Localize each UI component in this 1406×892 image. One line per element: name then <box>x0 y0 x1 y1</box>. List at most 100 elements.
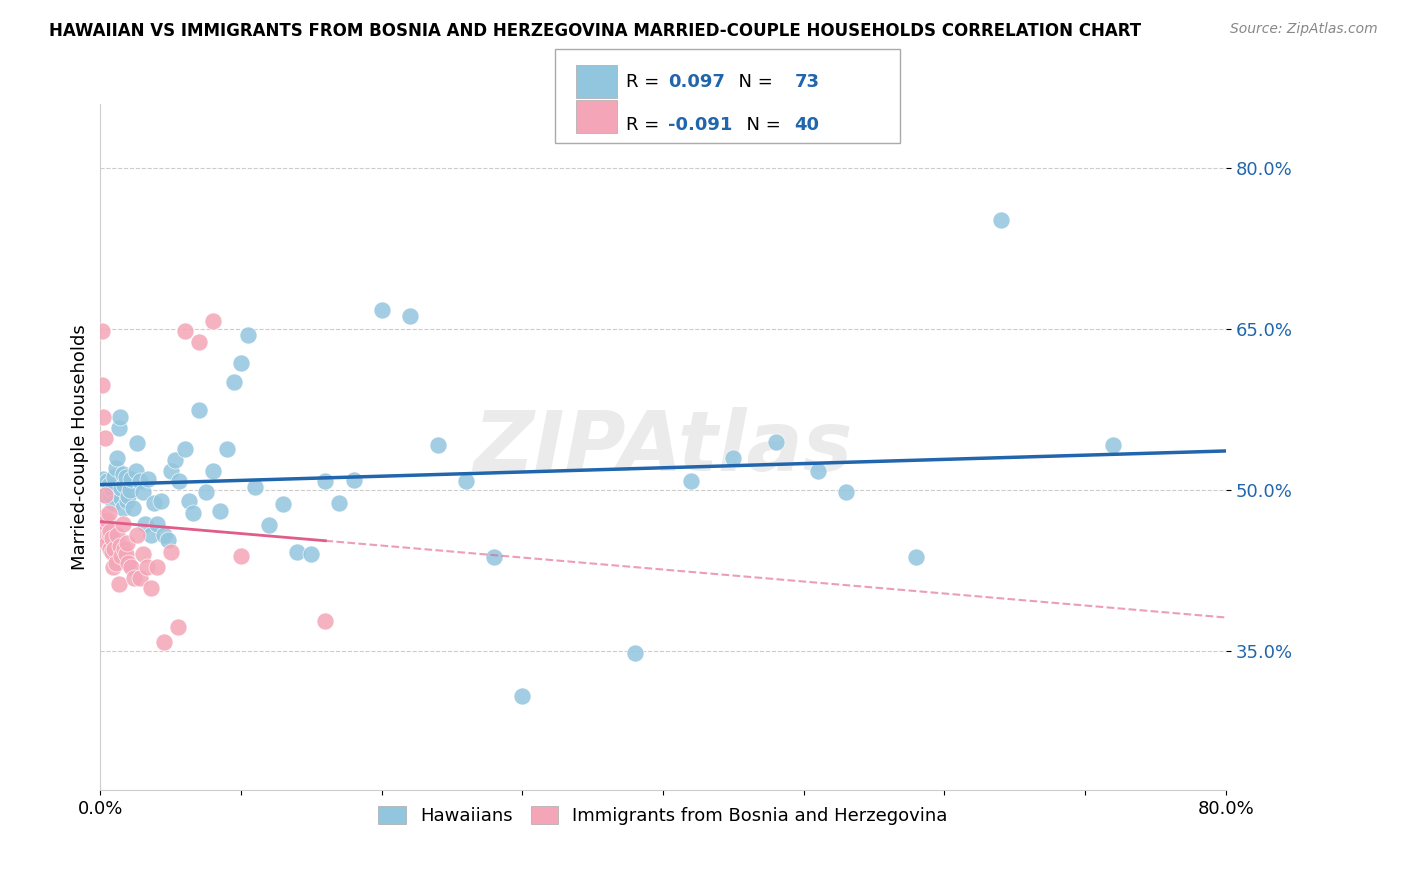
Point <box>152 635 174 649</box>
Point <box>110 549 132 564</box>
Point <box>314 614 336 628</box>
Point <box>484 550 506 565</box>
Point <box>101 560 124 574</box>
Point <box>108 539 131 553</box>
Point <box>112 541 135 556</box>
Point <box>94 517 117 532</box>
Point <box>104 556 127 570</box>
Point <box>114 470 136 484</box>
Point <box>97 525 120 540</box>
Point <box>173 442 195 457</box>
Point <box>201 464 224 478</box>
Text: 40: 40 <box>794 116 820 134</box>
Point <box>97 507 120 521</box>
Point <box>370 302 392 317</box>
Point <box>111 467 134 481</box>
Point <box>111 517 134 532</box>
Point <box>131 485 153 500</box>
Point <box>97 477 120 491</box>
Text: R =: R = <box>626 116 665 134</box>
Point <box>121 501 143 516</box>
Point <box>124 464 146 478</box>
Point <box>91 509 114 524</box>
Point <box>100 531 122 545</box>
Point <box>93 488 115 502</box>
Point <box>96 513 118 527</box>
Point <box>835 485 858 500</box>
Point <box>222 375 245 389</box>
Point <box>145 517 167 532</box>
Point <box>285 545 308 559</box>
Point <box>91 410 114 425</box>
Point <box>93 528 115 542</box>
Point <box>271 497 294 511</box>
Point <box>1102 438 1125 452</box>
Point <box>96 536 118 550</box>
Point <box>159 464 181 478</box>
Point <box>398 310 420 324</box>
Point <box>134 517 156 532</box>
Text: N =: N = <box>735 116 787 134</box>
Y-axis label: Married-couple Households: Married-couple Households <box>72 324 89 570</box>
Point <box>103 541 125 556</box>
Text: 73: 73 <box>794 73 820 91</box>
Point <box>681 475 703 489</box>
Point <box>723 450 745 465</box>
Point <box>110 481 132 495</box>
Point <box>128 475 150 489</box>
Text: Source: ZipAtlas.com: Source: ZipAtlas.com <box>1230 22 1378 37</box>
Point <box>173 324 195 338</box>
Point <box>110 491 132 506</box>
Point <box>125 435 148 450</box>
Point <box>177 493 200 508</box>
Point <box>105 528 128 542</box>
Point <box>905 550 928 565</box>
Point <box>163 453 186 467</box>
Point <box>111 501 134 516</box>
Point <box>243 480 266 494</box>
Point <box>187 334 209 349</box>
Point <box>115 536 138 550</box>
Point <box>139 582 162 596</box>
Point <box>194 485 217 500</box>
Point <box>181 507 204 521</box>
Point <box>105 450 128 465</box>
Point <box>117 489 139 503</box>
Point <box>159 545 181 559</box>
Point <box>100 545 122 559</box>
Point <box>166 620 188 634</box>
Legend: Hawaiians, Immigrants from Bosnia and Herzegovina: Hawaiians, Immigrants from Bosnia and He… <box>371 798 955 832</box>
Point <box>131 547 153 561</box>
Point <box>229 356 252 370</box>
Point <box>120 472 142 486</box>
Point <box>624 646 647 660</box>
Point <box>135 560 157 574</box>
Point <box>96 475 118 489</box>
Point <box>118 483 141 497</box>
Text: N =: N = <box>727 73 779 91</box>
Point <box>139 528 162 542</box>
Point <box>136 472 159 486</box>
Point <box>104 461 127 475</box>
Point <box>215 442 238 457</box>
Text: ZIPAtlas: ZIPAtlas <box>474 407 852 488</box>
Point <box>187 402 209 417</box>
Point <box>117 556 139 570</box>
Point <box>229 549 252 564</box>
Point <box>103 470 125 484</box>
Point <box>98 541 121 556</box>
Point <box>98 488 121 502</box>
Point <box>167 475 190 489</box>
Point <box>142 496 165 510</box>
Point <box>100 483 122 497</box>
Point <box>98 524 121 538</box>
Point <box>93 488 115 502</box>
Text: -0.091: -0.091 <box>668 116 733 134</box>
Point <box>807 464 830 478</box>
Point <box>149 493 172 508</box>
Point <box>120 560 142 574</box>
Point <box>152 528 174 542</box>
Point <box>128 571 150 585</box>
Point <box>257 518 280 533</box>
Point <box>456 475 478 489</box>
